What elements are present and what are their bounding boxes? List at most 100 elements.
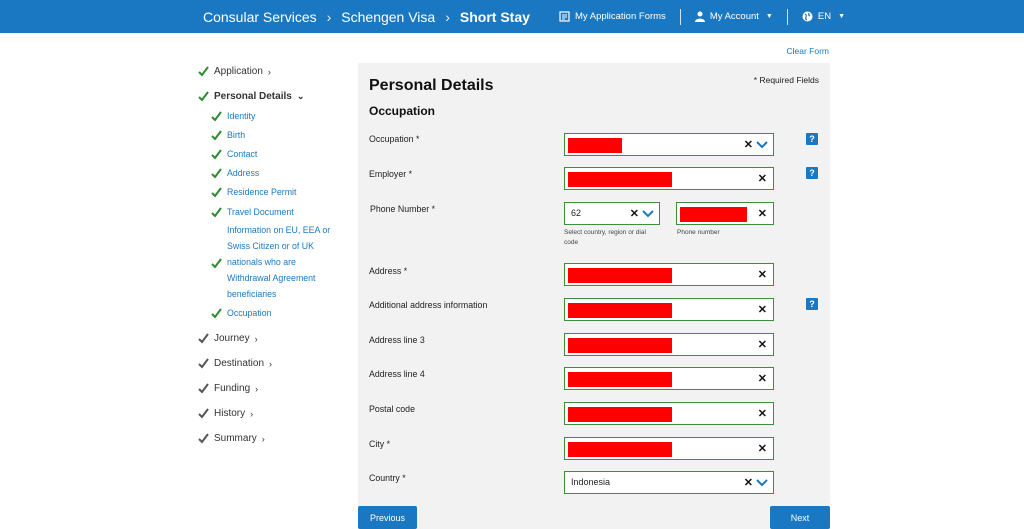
breadcrumb-consular-services[interactable]: Consular Services <box>203 8 317 25</box>
phone-code-value: 62 <box>571 208 582 218</box>
sidebar-item-label: History <box>214 408 246 419</box>
sidebar-subitem-label: Address <box>227 168 260 178</box>
sidebar-item-summary[interactable]: Summary › <box>198 433 265 444</box>
clear-icon[interactable]: ✕ <box>743 477 753 489</box>
clear-icon[interactable]: ✕ <box>757 208 767 220</box>
sidebar-subitem-label-line: beneficiaries <box>227 289 277 299</box>
user-icon <box>694 11 705 22</box>
help-icon[interactable]: ? <box>806 298 818 310</box>
chevron-right-icon: › <box>261 433 265 444</box>
checkmark-icon <box>211 187 222 198</box>
clear-icon[interactable]: ✕ <box>743 139 753 151</box>
sidebar-subitem-label: Identity <box>227 111 256 121</box>
sidebar-item-personal-details[interactable]: Personal Details ⌄ <box>198 91 304 102</box>
address-line-4-label: Address line 4 <box>369 369 425 379</box>
sidebar-subitem-label-line: Swiss Citizen or of UK <box>227 241 315 251</box>
sidebar-item-destination[interactable]: Destination › <box>198 358 272 369</box>
my-application-forms-link[interactable]: My Application Forms <box>559 11 666 22</box>
next-button[interactable]: Next <box>770 506 830 529</box>
clear-icon[interactable]: ✕ <box>757 339 767 351</box>
phone-number-hint: Phone number <box>677 229 720 236</box>
redacted-value <box>568 138 622 153</box>
clear-icon[interactable]: ✕ <box>757 173 767 185</box>
postal-code-field[interactable]: ✕ <box>564 402 774 425</box>
checkmark-icon <box>211 168 222 179</box>
chevron-down-icon[interactable] <box>756 475 768 494</box>
chevron-down-icon: ⌄ <box>296 91 305 101</box>
clear-icon[interactable]: ✕ <box>757 269 767 281</box>
country-select[interactable]: Indonesia ✕ <box>564 471 774 494</box>
city-field[interactable]: ✕ <box>564 437 774 460</box>
sidebar-item-journey[interactable]: Journey › <box>198 333 258 344</box>
language-selector[interactable]: EN ▼ <box>802 11 845 22</box>
sidebar-item-label: Application <box>214 66 263 77</box>
country-label: Country * <box>369 473 406 483</box>
chevron-down-icon: ▼ <box>765 13 773 20</box>
sidebar-subitem-residence-permit[interactable]: Residence Permit <box>211 187 296 198</box>
sidebar-subitem-eu-citizen-info[interactable]: Information on EU, EEA or Swiss Citizen … <box>227 222 352 302</box>
chevron-right-icon: › <box>250 408 254 419</box>
employer-field[interactable]: ✕ <box>564 167 774 190</box>
additional-address-field[interactable]: ✕ <box>564 298 774 321</box>
clear-icon[interactable]: ✕ <box>629 208 639 220</box>
help-icon[interactable]: ? <box>806 167 818 179</box>
redacted-value <box>568 268 672 283</box>
chevron-right-icon: › <box>267 66 271 77</box>
address-line-4-field[interactable]: ✕ <box>564 367 774 390</box>
chevron-right-icon: › <box>254 333 258 344</box>
checkmark-icon <box>198 333 209 344</box>
checkmark-icon <box>198 383 209 394</box>
sidebar-item-application[interactable]: Application › <box>198 66 271 77</box>
checkmark-icon <box>198 91 209 102</box>
address-line-3-field[interactable]: ✕ <box>564 333 774 356</box>
country-value: Indonesia <box>571 477 611 487</box>
nav-divider <box>786 8 788 25</box>
breadcrumb-short-stay: Short Stay <box>459 8 530 25</box>
clear-icon[interactable]: ✕ <box>757 304 767 316</box>
sidebar-subitem-contact[interactable]: Contact <box>211 149 257 160</box>
chevron-down-icon[interactable] <box>756 137 768 156</box>
checkmark-icon <box>211 258 222 269</box>
sidebar-item-label: Destination <box>214 358 265 369</box>
breadcrumb: Consular Services › Schengen Visa › Shor… <box>203 0 530 33</box>
redacted-value <box>568 372 672 387</box>
phone-number-field[interactable]: ✕ <box>676 202 774 225</box>
sidebar-subitem-label: Contact <box>227 149 258 159</box>
checkmark-icon <box>211 149 222 160</box>
checkmark-icon <box>198 433 209 444</box>
phone-code-hint: Select country, region or dial code <box>564 228 660 248</box>
my-account-menu[interactable]: My Account ▼ <box>694 11 773 22</box>
occupation-select[interactable]: ✕ <box>564 133 774 156</box>
clear-icon[interactable]: ✕ <box>757 373 767 385</box>
breadcrumb-schengen-visa[interactable]: Schengen Visa <box>341 8 436 25</box>
clear-icon[interactable]: ✕ <box>757 408 767 420</box>
language-label: EN <box>817 11 832 22</box>
checkmark-icon <box>211 130 222 141</box>
address-field[interactable]: ✕ <box>564 263 774 286</box>
sidebar-subitem-label: Birth <box>227 130 246 140</box>
sidebar-subitem-address[interactable]: Address <box>211 168 259 179</box>
sidebar-item-funding[interactable]: Funding › <box>198 383 258 394</box>
sidebar-subitem-identity[interactable]: Identity <box>211 111 255 122</box>
help-icon[interactable]: ? <box>806 133 818 145</box>
sidebar-subitem-label-line: Withdrawal Agreement <box>227 273 316 283</box>
redacted-value <box>568 172 672 187</box>
sidebar-item-label: Funding <box>214 383 251 394</box>
chevron-right-icon: › <box>269 358 273 369</box>
sidebar-subitem-travel-document[interactable]: Travel Document <box>211 207 294 218</box>
checkmark-icon <box>211 111 222 122</box>
phone-country-code-select[interactable]: 62 ✕ <box>564 202 660 225</box>
breadcrumb-separator-icon: › <box>445 8 450 25</box>
my-account-label: My Account <box>709 11 759 22</box>
clear-icon[interactable]: ✕ <box>757 443 767 455</box>
sidebar-subitem-occupation[interactable]: Occupation <box>211 308 272 319</box>
sidebar-item-label: Summary <box>214 433 257 444</box>
clear-form-link[interactable]: Clear Form <box>786 46 829 56</box>
checkmark-icon <box>198 408 209 419</box>
sidebar-subitem-birth[interactable]: Birth <box>211 130 245 141</box>
forms-icon <box>559 11 570 22</box>
chevron-down-icon[interactable] <box>642 206 654 225</box>
sidebar-item-history[interactable]: History › <box>198 408 253 419</box>
required-fields-note: * Required Fields <box>753 75 819 85</box>
previous-button[interactable]: Previous <box>358 506 417 529</box>
